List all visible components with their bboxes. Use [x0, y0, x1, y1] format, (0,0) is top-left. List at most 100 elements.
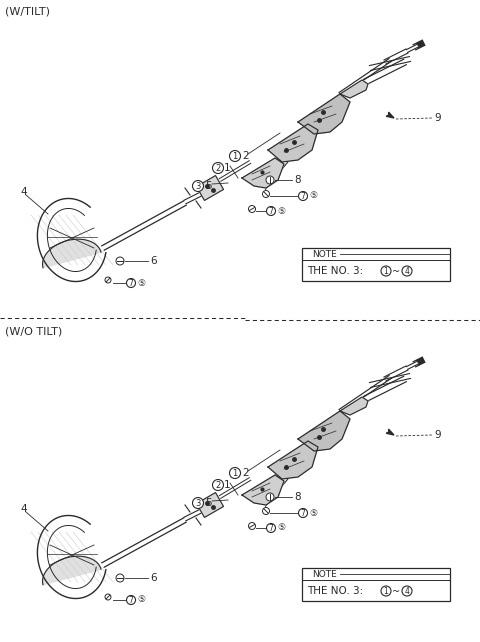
Text: 7: 7 — [300, 192, 305, 201]
Polygon shape — [196, 492, 224, 517]
Circle shape — [229, 467, 240, 478]
Polygon shape — [339, 376, 391, 412]
Text: ⑤: ⑤ — [137, 279, 145, 288]
Text: 6: 6 — [150, 256, 156, 266]
Polygon shape — [242, 475, 284, 505]
Circle shape — [299, 508, 308, 517]
Text: ⑤: ⑤ — [137, 596, 145, 605]
Text: (W/O TILT): (W/O TILT) — [5, 327, 62, 337]
Circle shape — [266, 207, 276, 216]
Polygon shape — [386, 429, 394, 435]
Text: 7: 7 — [129, 596, 133, 605]
Text: ⑤: ⑤ — [309, 191, 317, 200]
Text: 1: 1 — [224, 163, 230, 173]
Text: 6: 6 — [150, 573, 156, 583]
Polygon shape — [219, 160, 251, 181]
Polygon shape — [184, 192, 202, 204]
Polygon shape — [364, 59, 407, 85]
Text: ~: ~ — [392, 587, 400, 596]
Polygon shape — [370, 374, 410, 387]
Circle shape — [402, 266, 412, 276]
Text: 9: 9 — [434, 113, 441, 123]
Polygon shape — [263, 438, 320, 507]
Text: 4: 4 — [405, 267, 409, 276]
Text: 1: 1 — [232, 152, 238, 160]
Text: 7: 7 — [129, 279, 133, 288]
Circle shape — [229, 150, 240, 162]
Text: 3: 3 — [195, 499, 201, 508]
Polygon shape — [102, 518, 186, 567]
Text: NOTE: NOTE — [312, 250, 337, 259]
Text: 2: 2 — [216, 481, 221, 490]
Text: THE NO. 3:: THE NO. 3: — [307, 266, 363, 276]
Polygon shape — [364, 376, 407, 402]
Circle shape — [105, 594, 111, 600]
Polygon shape — [263, 121, 320, 189]
Text: 1: 1 — [232, 469, 238, 478]
Circle shape — [105, 277, 111, 283]
Circle shape — [299, 191, 308, 200]
Circle shape — [116, 574, 124, 582]
Text: 7: 7 — [269, 207, 274, 216]
Circle shape — [116, 257, 124, 265]
Circle shape — [266, 523, 276, 532]
Bar — [302, 248, 450, 281]
Text: 4: 4 — [405, 587, 409, 596]
Circle shape — [263, 507, 269, 514]
Text: (W/TILT): (W/TILT) — [5, 7, 50, 17]
Text: 1: 1 — [384, 587, 388, 596]
Text: 5: 5 — [205, 181, 212, 191]
Circle shape — [249, 205, 255, 213]
Text: 8: 8 — [294, 175, 300, 185]
Polygon shape — [43, 239, 101, 268]
Circle shape — [263, 191, 269, 198]
Text: 4: 4 — [20, 504, 26, 514]
Bar — [302, 568, 450, 601]
Text: 2: 2 — [242, 151, 249, 161]
Text: 2: 2 — [216, 164, 221, 173]
Polygon shape — [340, 80, 368, 98]
Text: 3: 3 — [195, 182, 201, 191]
Polygon shape — [384, 366, 408, 381]
Text: ⑤: ⑤ — [277, 523, 285, 532]
Circle shape — [381, 586, 391, 596]
Polygon shape — [43, 556, 101, 585]
Circle shape — [402, 586, 412, 596]
Text: 2: 2 — [242, 468, 249, 478]
Polygon shape — [384, 49, 408, 64]
Polygon shape — [370, 56, 410, 71]
Polygon shape — [219, 478, 251, 498]
Polygon shape — [102, 201, 186, 250]
Polygon shape — [386, 112, 394, 118]
Polygon shape — [242, 158, 284, 188]
Circle shape — [127, 279, 135, 288]
Text: NOTE: NOTE — [312, 570, 337, 579]
Polygon shape — [340, 397, 368, 415]
Circle shape — [192, 180, 204, 191]
Circle shape — [249, 523, 255, 530]
Text: 7: 7 — [300, 509, 305, 518]
Polygon shape — [268, 441, 318, 479]
Circle shape — [266, 493, 274, 501]
Text: THE NO. 3:: THE NO. 3: — [307, 586, 363, 596]
Circle shape — [127, 596, 135, 605]
Circle shape — [192, 498, 204, 508]
Circle shape — [213, 162, 224, 173]
Polygon shape — [407, 45, 418, 53]
Text: ⑤: ⑤ — [309, 508, 317, 517]
Polygon shape — [298, 411, 350, 451]
Text: 5: 5 — [205, 498, 212, 508]
Text: 8: 8 — [294, 492, 300, 502]
Polygon shape — [268, 124, 318, 162]
Circle shape — [381, 266, 391, 276]
Circle shape — [266, 176, 274, 184]
Text: 1: 1 — [224, 480, 230, 490]
Text: ⑤: ⑤ — [277, 207, 285, 216]
Polygon shape — [196, 175, 224, 200]
Polygon shape — [184, 509, 202, 521]
Text: 9: 9 — [434, 430, 441, 440]
Polygon shape — [298, 94, 350, 134]
Text: ~: ~ — [392, 266, 400, 277]
Text: 7: 7 — [269, 524, 274, 533]
Circle shape — [213, 480, 224, 490]
